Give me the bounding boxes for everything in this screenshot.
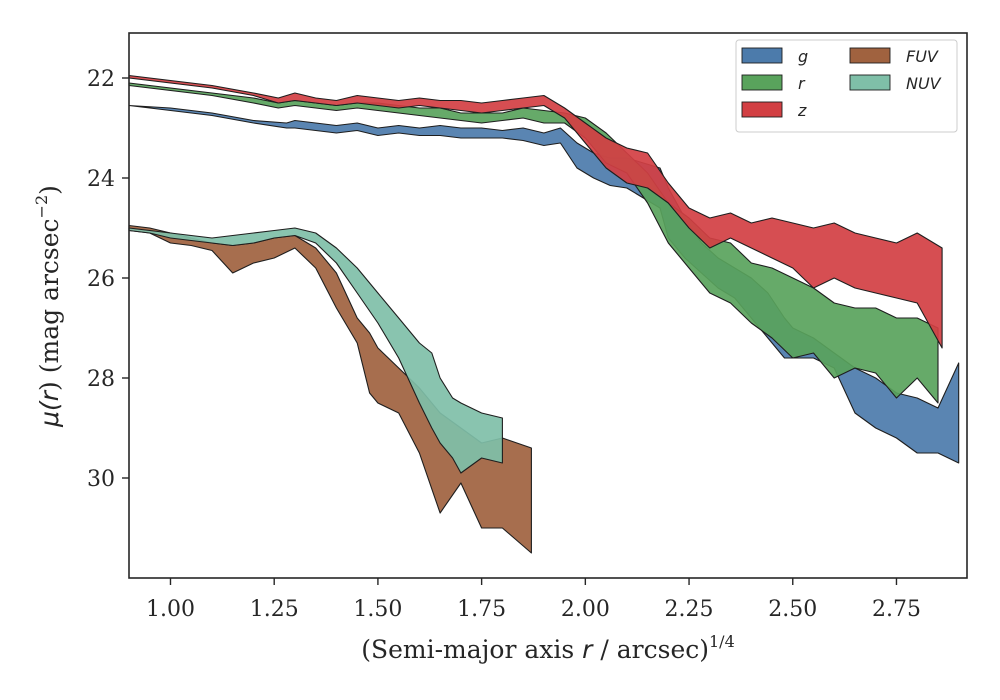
series-layer: [128, 74, 960, 554]
legend-label-z: z: [797, 101, 807, 120]
y-tick-label: 28: [87, 367, 115, 392]
x-tick-label: 1.00: [146, 597, 195, 622]
y-tick-label: 22: [87, 67, 115, 92]
x-tick-label: 2.00: [561, 597, 610, 622]
legend-swatch-z: [741, 101, 783, 118]
y-axis-label-prefix: μ(: [35, 400, 64, 428]
series-band-fuv: [128, 224, 532, 554]
legend-swatch-r: [741, 74, 783, 91]
series-band-z: [128, 74, 943, 349]
x-axis-label-suffix: / arcsec): [592, 635, 709, 664]
legend-label-fuv: FUV: [906, 47, 939, 66]
legend: grz FUV NUV: [735, 39, 958, 133]
y-axis-label-exponent: −2: [32, 195, 51, 219]
x-tick-label: 1.75: [457, 597, 506, 622]
x-tick-label: 1.25: [250, 597, 299, 622]
series-band-g: [128, 104, 960, 464]
y-tick-label: 26: [87, 267, 115, 292]
x-tick-label: 2.75: [872, 597, 921, 622]
legend-swatch-fuv: [849, 47, 891, 64]
plot-frame: [128, 32, 968, 579]
ticks-layer: 1.00 1.25 1.50 1.75 2.00 2.25 2.50 2.75 22 24 26 28…: [87, 67, 921, 622]
series-band-r: [128, 82, 939, 404]
x-tick-label: 2.25: [665, 597, 714, 622]
legend-frame: [735, 39, 958, 133]
series-band-nuv: [128, 227, 503, 474]
legend-swatch-nuv: [849, 74, 891, 91]
y-axis-label-close: ): [35, 185, 64, 195]
legend-label-g: g: [798, 47, 808, 66]
x-axis-label: (Semi-major axis r / arcsec)1/4: [361, 632, 735, 664]
x-axis-label-exponent: 1/4: [709, 632, 735, 651]
x-tick-label: 2.50: [768, 597, 817, 622]
x-axis-label-var: r: [582, 635, 594, 664]
y-axis-label-suffix: ) (mag arcsec: [35, 218, 64, 391]
y-axis-label: μ(r) (mag arcsec−2): [32, 185, 64, 428]
y-tick-label: 30: [87, 467, 115, 492]
x-tick-label: 1.50: [353, 597, 402, 622]
legend-label-r: r: [798, 74, 806, 93]
x-axis-label-prefix: (Semi-major axis: [361, 635, 582, 664]
y-axis-label-var: r: [35, 389, 64, 401]
legend-label-nuv: NUV: [906, 74, 942, 93]
y-tick-label: 24: [87, 167, 115, 192]
legend-swatch-g: [741, 47, 783, 64]
